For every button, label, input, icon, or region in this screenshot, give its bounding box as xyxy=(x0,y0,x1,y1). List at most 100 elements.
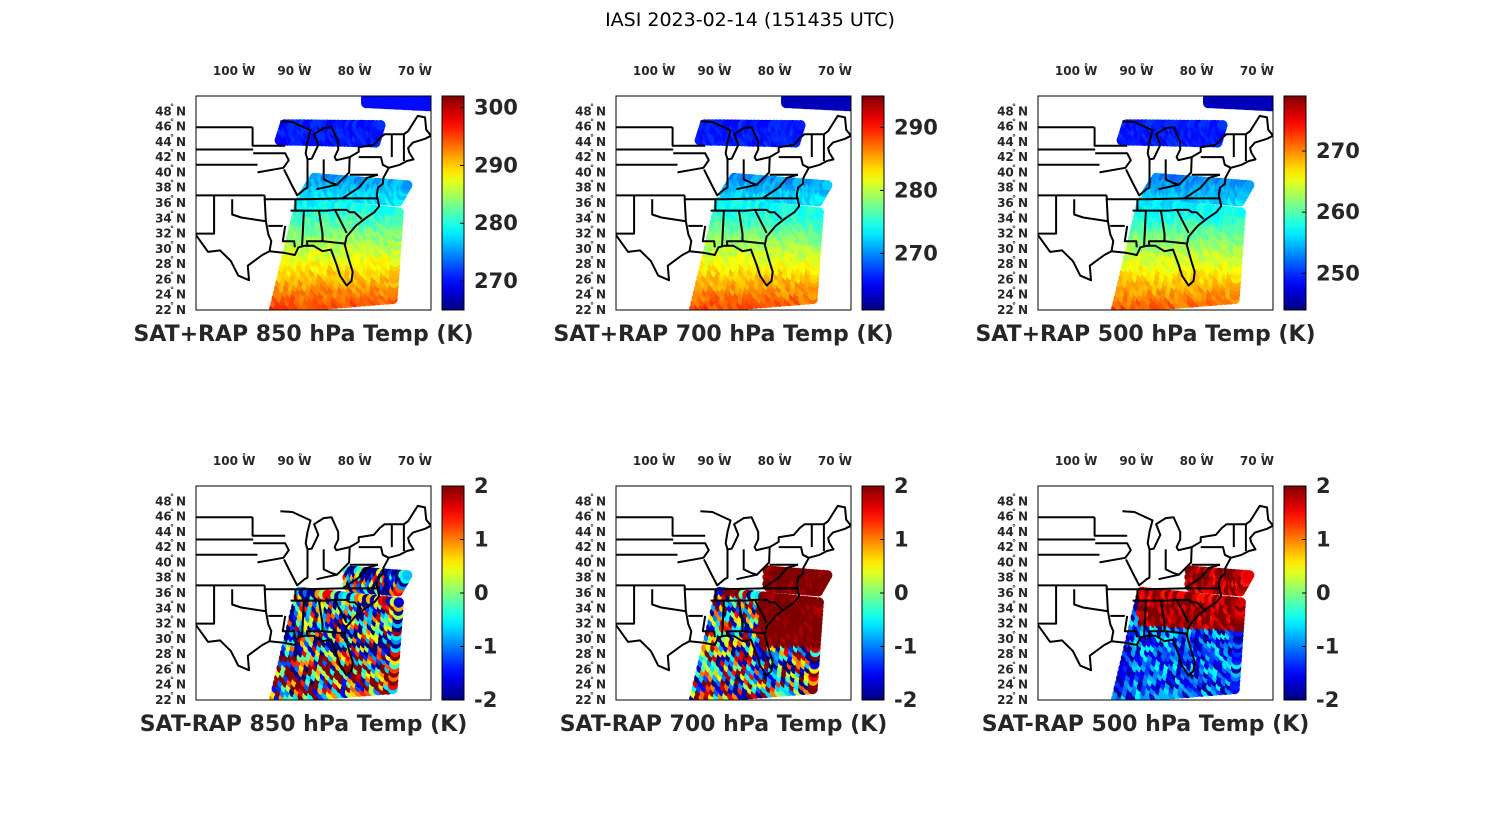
lat-tick-label: 30 N xyxy=(575,242,606,256)
swath-point xyxy=(813,597,824,608)
border-line xyxy=(196,585,216,625)
satellite-swath xyxy=(689,96,851,310)
degree-symbol: ° xyxy=(170,301,174,310)
border-line xyxy=(322,157,351,186)
lat-tick-label: 22 N xyxy=(575,303,606,317)
border-line xyxy=(316,183,338,191)
border-line xyxy=(1132,208,1205,220)
colorbar-tick-label: 260 xyxy=(1316,200,1360,224)
swath-point xyxy=(402,180,413,191)
degree-symbol: ° xyxy=(170,225,174,234)
degree-symbol: ° xyxy=(590,676,594,685)
colorbar-scale xyxy=(862,96,884,310)
lat-tick-label: 42 N xyxy=(575,150,606,164)
border-line xyxy=(778,546,810,559)
degree-symbol: ° xyxy=(590,194,594,203)
map-frame xyxy=(195,485,432,701)
border-line xyxy=(701,615,716,638)
map-frame xyxy=(615,95,852,311)
degree-symbol: ° xyxy=(779,452,783,461)
swath-point xyxy=(822,180,833,191)
lon-tick-label: 70 W xyxy=(818,64,852,78)
border-line xyxy=(1164,240,1187,245)
satellite-swath xyxy=(1111,565,1255,700)
lon-tick-label: 90 W xyxy=(1119,64,1153,78)
colorbar-frame xyxy=(441,95,465,311)
panel-title: SAT-RAP 700 hPa Temp (K) xyxy=(560,712,888,737)
degree-symbol: ° xyxy=(590,630,594,639)
state-borders xyxy=(1038,114,1273,287)
border-line xyxy=(1073,199,1115,252)
lat-tick-label: 26 N xyxy=(155,272,186,286)
colorbar-tick-label: 290 xyxy=(474,153,518,177)
lat-tick-label: 40 N xyxy=(155,165,186,179)
lat-tick-label: 34 N xyxy=(155,211,186,225)
degree-symbol: ° xyxy=(1012,102,1016,111)
degree-symbol: ° xyxy=(590,133,594,142)
lon-tick-label: 90 W xyxy=(277,454,311,468)
lat-tick-label: 22 N xyxy=(155,693,186,707)
border-line xyxy=(1125,159,1151,197)
degree-symbol: ° xyxy=(1084,62,1088,71)
border-line xyxy=(701,225,716,248)
swath-point xyxy=(402,570,413,581)
lat-tick-label: 36 N xyxy=(155,196,186,210)
colorbar-tick-label: 270 xyxy=(474,269,518,293)
border-line xyxy=(1176,210,1190,234)
lat-tick-label: 28 N xyxy=(997,257,1028,271)
border-line xyxy=(290,208,363,220)
panel-4: 100 W° 90 W° 80 W° 70 W°48 N°46 N°44 N°42 N… xyxy=(140,452,498,737)
border-line xyxy=(301,210,305,246)
colorbar-scale xyxy=(1284,96,1306,310)
degree-symbol: ° xyxy=(170,584,174,593)
lon-tick-label: 70 W xyxy=(398,64,432,78)
degree-symbol: ° xyxy=(170,118,174,127)
swath-point xyxy=(393,207,404,218)
colorbar-tick-label: 280 xyxy=(474,211,518,235)
colorbar-tick-label: -1 xyxy=(894,635,917,659)
degree-symbol: ° xyxy=(590,286,594,295)
border-line xyxy=(1095,152,1132,174)
border-line xyxy=(616,134,851,287)
border-line xyxy=(1164,157,1193,186)
degree-symbol: ° xyxy=(590,270,594,279)
colorbar-tick-label: -1 xyxy=(474,635,497,659)
lat-tick-label: 28 N xyxy=(575,647,606,661)
border-line xyxy=(305,210,324,247)
lat-tick-label: 28 N xyxy=(155,257,186,271)
border-line xyxy=(710,598,783,610)
border-line xyxy=(616,585,636,625)
panel-1: 100 W° 90 W° 80 W° 70 W°48 N°46 N°44 N°42 N… xyxy=(133,62,517,347)
lat-tick-label: 44 N xyxy=(997,135,1028,149)
lat-tick-label: 26 N xyxy=(155,662,186,676)
colorbar-scale xyxy=(442,96,464,310)
border-line xyxy=(761,173,799,200)
border-line xyxy=(281,615,296,638)
panel-5: 100 W° 90 W° 80 W° 70 W°48 N°46 N°44 N°42 N… xyxy=(560,452,918,737)
border-line xyxy=(651,199,693,252)
lon-tick-label: 70 W xyxy=(398,454,432,468)
degree-symbol: ° xyxy=(590,645,594,654)
border-line xyxy=(736,183,758,191)
lon-tick-label: 100 W xyxy=(1055,64,1097,78)
border-line xyxy=(358,156,390,169)
lat-tick-label: 46 N xyxy=(575,510,606,524)
degree-symbol: ° xyxy=(1012,301,1016,310)
colorbar-tick-label: 300 xyxy=(474,96,518,120)
colorbar-frame xyxy=(1283,95,1307,311)
lat-tick-label: 38 N xyxy=(575,181,606,195)
degree-symbol: ° xyxy=(590,569,594,578)
state-borders xyxy=(196,114,431,287)
degree-symbol: ° xyxy=(170,553,174,562)
lat-tick-label: 34 N xyxy=(575,211,606,225)
degree-symbol: ° xyxy=(839,452,843,461)
swath-point xyxy=(1244,180,1255,191)
degree-symbol: ° xyxy=(718,62,722,71)
map-frame xyxy=(195,95,432,311)
border-line xyxy=(714,199,724,212)
degree-symbol: ° xyxy=(170,133,174,142)
lat-tick-label: 46 N xyxy=(575,120,606,134)
lat-tick-label: 40 N xyxy=(997,165,1028,179)
